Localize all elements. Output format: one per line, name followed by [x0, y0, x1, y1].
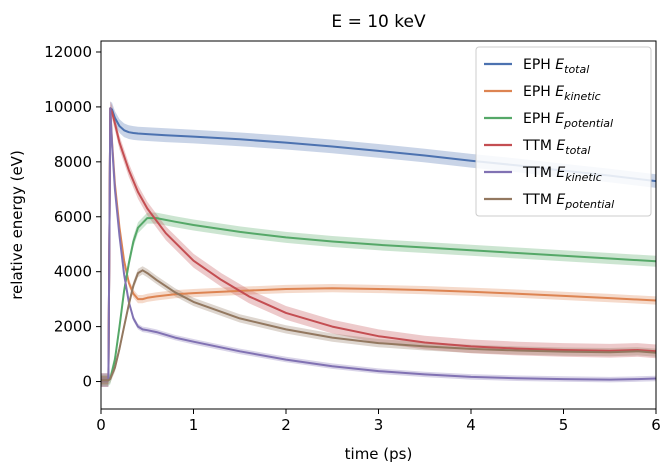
- legend-label-0: EPH Etotal: [523, 57, 589, 76]
- legend-label-5: TTM Epotential: [522, 192, 614, 211]
- y-tick-label: 4000: [54, 263, 92, 281]
- x-tick-label: 3: [374, 416, 384, 434]
- y-tick-label: 6000: [54, 208, 92, 226]
- x-tick-label: 1: [189, 416, 199, 434]
- y-axis-label: relative energy (eV): [8, 150, 26, 300]
- y-tick-label: 8000: [54, 153, 92, 171]
- series-line-5: [101, 269, 657, 382]
- series-line-2: [101, 217, 657, 382]
- x-tick-label: 0: [96, 416, 106, 434]
- series-band-0: [101, 101, 656, 388]
- legend: EPH Etotal EPH Ekinetic EPH Epotential TTM …: [475, 46, 652, 217]
- x-tick-label: 5: [559, 416, 569, 434]
- legend-box: [475, 46, 652, 217]
- y-tick-label: 10000: [44, 98, 92, 116]
- series-band-2: [101, 212, 656, 386]
- x-tick-label: 6: [651, 416, 660, 434]
- chart-title: E = 10 keV: [331, 12, 426, 32]
- x-axis-ticks: 0 1 2 3 4 5 6: [96, 409, 660, 434]
- legend-label-1: EPH Ekinetic: [523, 84, 601, 103]
- y-tick-label: 12000: [44, 43, 92, 61]
- series-bands: [101, 101, 656, 388]
- series-line-4: [101, 107, 657, 382]
- x-tick-label: 2: [281, 416, 291, 434]
- legend-label-3: TTM Etotal: [522, 138, 590, 157]
- legend-label-2: EPH Epotential: [523, 111, 613, 130]
- y-axis-ticks: 0 2000 4000 6000 8000 10000 12000: [44, 43, 101, 391]
- legend-label-4: TTM Ekinetic: [522, 165, 602, 184]
- series-band-3: [101, 101, 656, 388]
- series-line-3: [101, 107, 657, 382]
- y-tick-label: 2000: [54, 318, 92, 336]
- x-tick-label: 4: [466, 416, 476, 434]
- x-axis-label: time (ps): [345, 445, 413, 463]
- series-band-5: [101, 266, 656, 385]
- y-tick-label: 0: [82, 373, 92, 391]
